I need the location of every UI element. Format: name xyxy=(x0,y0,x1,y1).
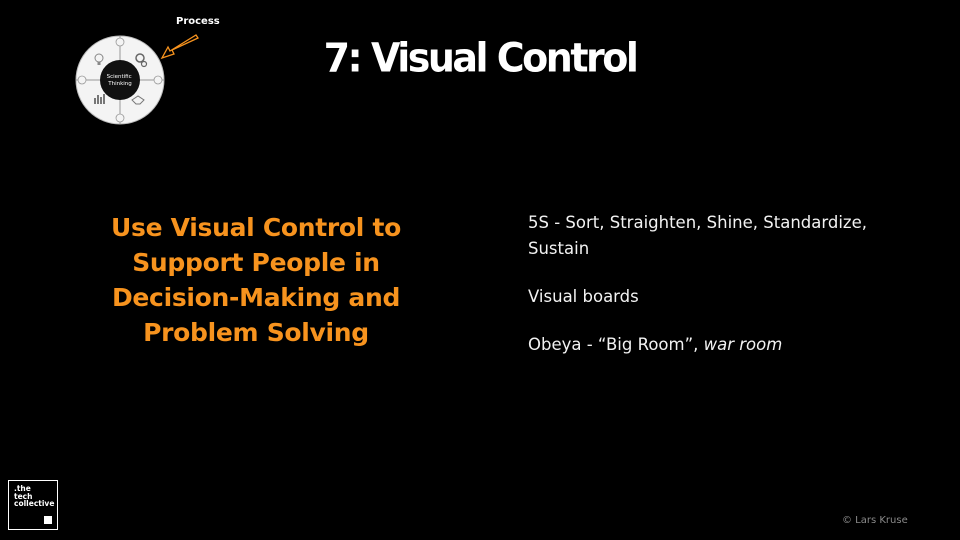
pointer-arrow-icon xyxy=(160,34,199,60)
process-label: Process xyxy=(176,16,220,27)
bullet-obeya-italic: war room xyxy=(703,335,783,354)
copyright: © Lars Kruse xyxy=(842,515,908,526)
bullet-list: 5S - Sort, Straighten, Shine, Standardiz… xyxy=(528,210,908,380)
main-heading: Use Visual Control to Support People in … xyxy=(96,210,416,350)
bullet-5s: 5S - Sort, Straighten, Shine, Standardiz… xyxy=(528,213,867,258)
heading-line: Use Visual Control to xyxy=(110,213,401,242)
bullet-visual-boards: Visual boards xyxy=(528,287,639,306)
bar-chart-icon xyxy=(94,94,105,104)
scientific-thinking-wheel-icon: Scientific Thinking xyxy=(75,35,165,125)
lightbulb-icon xyxy=(94,53,104,65)
logo-square xyxy=(44,516,52,524)
wheel-center-label: Scientific Thinking xyxy=(107,74,134,87)
bullet-obeya: Obeya - “Big Room”, war room xyxy=(528,332,908,358)
logo-text: .the tech collective xyxy=(14,485,54,508)
gears-icon xyxy=(135,53,148,68)
logo-line: .the xyxy=(14,484,31,493)
heading-line: Decision-Making and xyxy=(111,283,401,312)
heading-line: Problem Solving xyxy=(143,318,369,347)
logo-line: collective xyxy=(14,499,55,508)
bullet-obeya-text: Obeya - “Big Room”, xyxy=(528,335,704,354)
handshake-icon xyxy=(131,95,145,105)
heading-line: Support People in xyxy=(132,248,380,277)
the-tech-collective-logo: .the tech collective xyxy=(8,480,58,530)
slide-title: 7: Visual Control xyxy=(323,34,639,82)
logo-line: tech xyxy=(14,491,33,501)
